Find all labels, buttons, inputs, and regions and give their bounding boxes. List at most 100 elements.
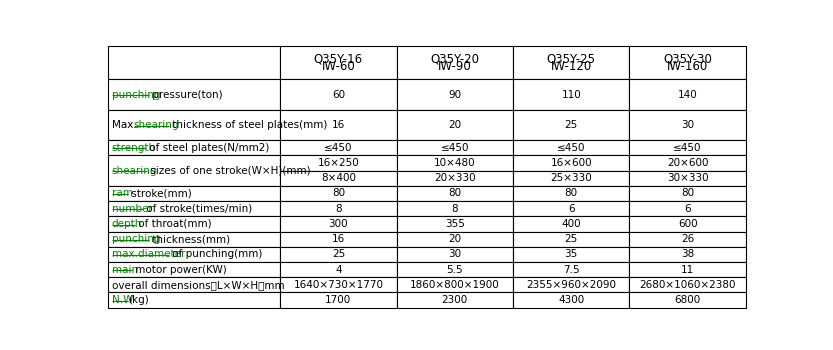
Bar bbox=[108, 79, 280, 110]
Bar bbox=[397, 140, 513, 155]
Bar bbox=[108, 293, 280, 308]
Text: 20: 20 bbox=[448, 120, 461, 130]
Bar bbox=[630, 293, 746, 308]
Text: 20×600: 20×600 bbox=[667, 158, 708, 168]
Text: 90: 90 bbox=[448, 90, 461, 99]
Text: 2300: 2300 bbox=[441, 295, 468, 305]
Text: pressure(ton): pressure(ton) bbox=[149, 90, 223, 99]
Text: IW-60: IW-60 bbox=[322, 60, 356, 73]
Bar bbox=[280, 277, 397, 293]
Bar bbox=[397, 110, 513, 140]
Bar bbox=[280, 171, 397, 186]
Text: 60: 60 bbox=[332, 90, 345, 99]
Text: ≤450: ≤450 bbox=[673, 143, 702, 153]
Text: 300: 300 bbox=[328, 219, 348, 229]
Bar bbox=[630, 232, 746, 247]
Text: ≤450: ≤450 bbox=[441, 143, 469, 153]
Text: IW-90: IW-90 bbox=[438, 60, 471, 73]
Bar bbox=[280, 46, 397, 79]
Text: ≤450: ≤450 bbox=[324, 143, 352, 153]
Text: 16×250: 16×250 bbox=[317, 158, 359, 168]
Text: sizes of one stroke(W×H)(mm): sizes of one stroke(W×H)(mm) bbox=[147, 166, 311, 176]
Bar bbox=[630, 140, 746, 155]
Text: 140: 140 bbox=[678, 90, 697, 99]
Text: depth: depth bbox=[112, 219, 142, 229]
Bar bbox=[280, 216, 397, 232]
Bar bbox=[630, 277, 746, 293]
Text: 30: 30 bbox=[448, 250, 461, 259]
Text: 30: 30 bbox=[681, 120, 694, 130]
Text: 1700: 1700 bbox=[326, 295, 352, 305]
Text: 25: 25 bbox=[565, 234, 578, 244]
Text: IW-160: IW-160 bbox=[667, 60, 708, 73]
Text: number: number bbox=[112, 204, 152, 214]
Bar bbox=[513, 216, 630, 232]
Text: 600: 600 bbox=[678, 219, 697, 229]
Text: 16×600: 16×600 bbox=[551, 158, 592, 168]
Bar bbox=[108, 262, 280, 277]
Bar bbox=[630, 247, 746, 262]
Bar bbox=[513, 262, 630, 277]
Text: 80: 80 bbox=[332, 189, 345, 198]
Text: 80: 80 bbox=[565, 189, 578, 198]
Text: motor power(KW): motor power(KW) bbox=[132, 265, 227, 275]
Text: ram: ram bbox=[112, 189, 132, 198]
Text: main: main bbox=[112, 265, 138, 275]
Text: 20×330: 20×330 bbox=[434, 173, 476, 183]
Bar bbox=[630, 155, 746, 171]
Bar bbox=[280, 110, 397, 140]
Text: 10×480: 10×480 bbox=[434, 158, 476, 168]
Bar bbox=[630, 46, 746, 79]
Bar bbox=[108, 201, 280, 216]
Bar bbox=[630, 110, 746, 140]
Text: 355: 355 bbox=[445, 219, 465, 229]
Bar bbox=[513, 140, 630, 155]
Bar bbox=[397, 186, 513, 201]
Text: strength: strength bbox=[112, 143, 156, 153]
Bar bbox=[630, 201, 746, 216]
Bar bbox=[280, 232, 397, 247]
Text: 30×330: 30×330 bbox=[666, 173, 708, 183]
Text: 8: 8 bbox=[335, 204, 342, 214]
Bar bbox=[513, 232, 630, 247]
Bar bbox=[397, 277, 513, 293]
Bar bbox=[108, 140, 280, 155]
Bar bbox=[397, 232, 513, 247]
Text: 25×330: 25×330 bbox=[551, 173, 592, 183]
Text: Q35Y-16: Q35Y-16 bbox=[314, 52, 363, 65]
Text: 4: 4 bbox=[335, 265, 342, 275]
Bar bbox=[513, 201, 630, 216]
Text: 2355×960×2090: 2355×960×2090 bbox=[526, 280, 616, 290]
Text: Q35Y-20: Q35Y-20 bbox=[431, 52, 479, 65]
Text: IW-120: IW-120 bbox=[551, 60, 591, 73]
Text: overall dimensions（L×W×H）mm: overall dimensions（L×W×H）mm bbox=[112, 280, 285, 290]
Bar bbox=[513, 186, 630, 201]
Text: 26: 26 bbox=[681, 234, 694, 244]
Text: 2680×1060×2380: 2680×1060×2380 bbox=[640, 280, 736, 290]
Text: of stroke(times/min): of stroke(times/min) bbox=[143, 204, 252, 214]
Bar bbox=[513, 110, 630, 140]
Bar bbox=[397, 293, 513, 308]
Bar bbox=[280, 262, 397, 277]
Text: 80: 80 bbox=[448, 189, 461, 198]
Bar bbox=[280, 293, 397, 308]
Bar bbox=[280, 201, 397, 216]
Text: shearing: shearing bbox=[133, 120, 179, 130]
Bar bbox=[280, 155, 397, 171]
Text: 8×400: 8×400 bbox=[321, 173, 356, 183]
Text: 400: 400 bbox=[561, 219, 581, 229]
Text: 38: 38 bbox=[681, 250, 694, 259]
Bar bbox=[513, 247, 630, 262]
Bar bbox=[108, 155, 280, 186]
Text: (kg): (kg) bbox=[128, 295, 149, 305]
Bar bbox=[397, 79, 513, 110]
Bar bbox=[513, 277, 630, 293]
Text: 1640×730×1770: 1640×730×1770 bbox=[293, 280, 383, 290]
Text: 6800: 6800 bbox=[675, 295, 701, 305]
Text: max.diameter: max.diameter bbox=[112, 250, 185, 259]
Text: Q35Y-25: Q35Y-25 bbox=[546, 52, 596, 65]
Text: 80: 80 bbox=[681, 189, 694, 198]
Text: Max.: Max. bbox=[112, 120, 140, 130]
Text: 7.5: 7.5 bbox=[563, 265, 580, 275]
Bar bbox=[397, 46, 513, 79]
